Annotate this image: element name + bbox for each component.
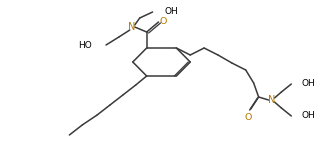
Text: OH: OH — [164, 7, 178, 17]
Text: HO: HO — [79, 41, 92, 49]
Text: OH: OH — [301, 80, 315, 89]
Text: O: O — [160, 17, 167, 25]
Text: O: O — [244, 112, 252, 121]
Text: OH: OH — [301, 111, 315, 121]
Text: N: N — [128, 22, 135, 32]
Text: N: N — [268, 95, 275, 105]
